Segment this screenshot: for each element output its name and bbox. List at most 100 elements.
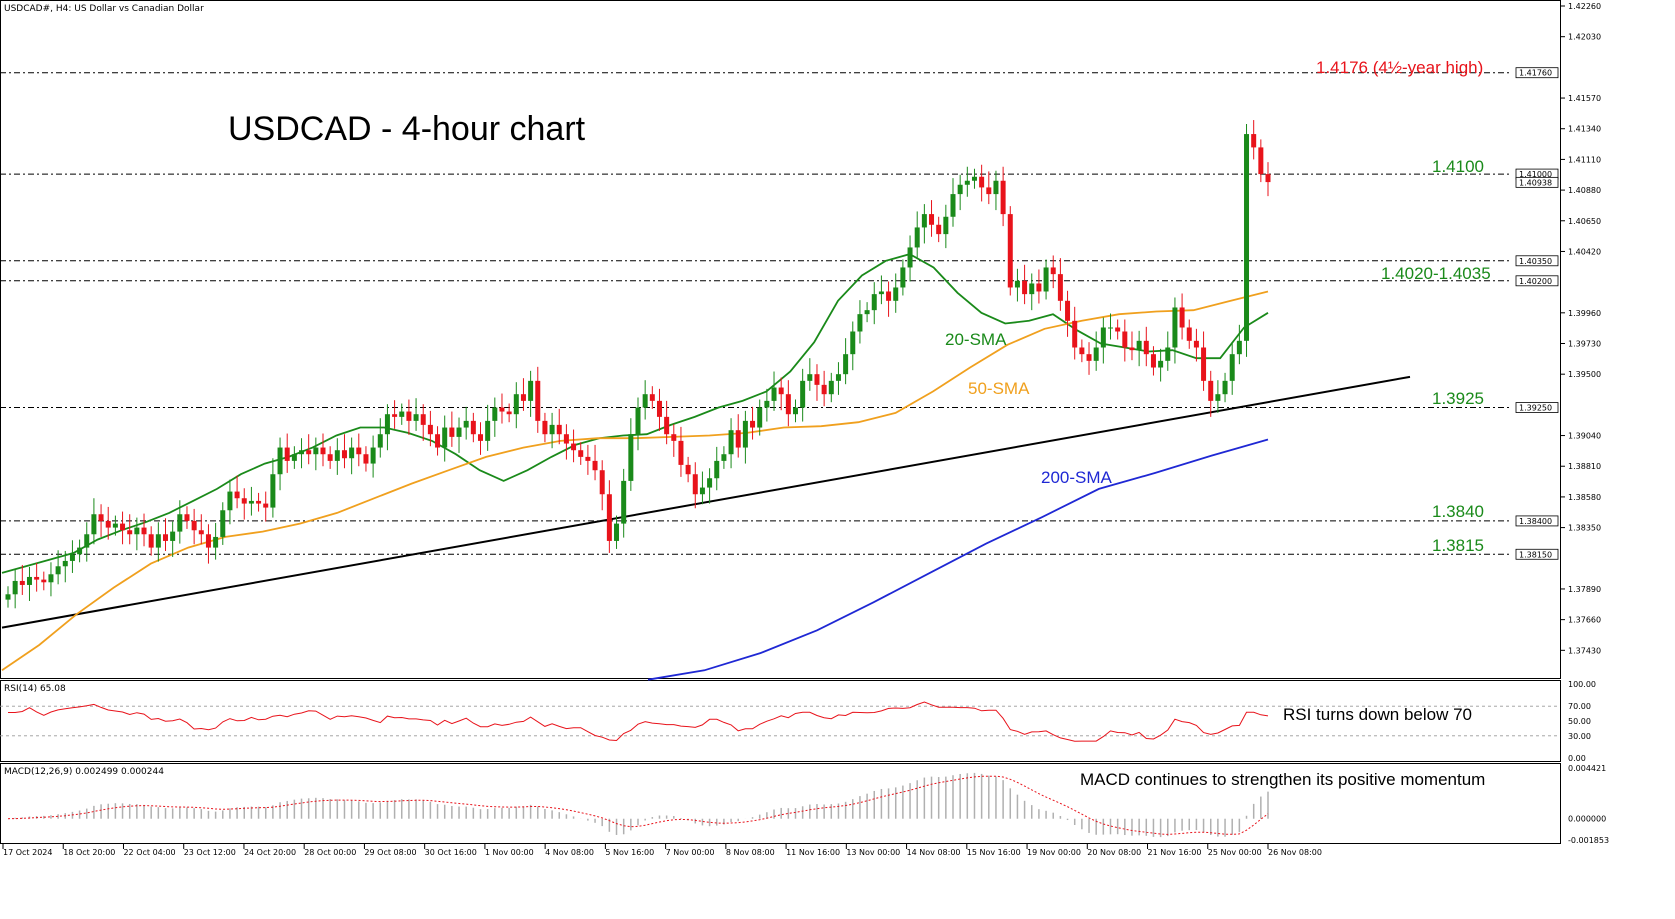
rsi-tick-label: 30.00 [1568,732,1591,741]
rsi-tick-label: 0.00 [1568,754,1586,763]
y-tick-label: 1.39960 [1568,309,1601,318]
candle-body [578,450,584,457]
candle-body [1100,327,1106,348]
candle-body [843,354,849,375]
candle-body [1007,214,1013,288]
candle-body [227,491,233,511]
candle-body [1186,327,1192,341]
candle-body [771,387,777,401]
candle-body [807,374,813,381]
candle-body [721,454,727,461]
x-tick-label: 29 Oct 08:00 [364,848,416,857]
x-tick-label: 18 Oct 20:00 [63,848,115,857]
candle-body [528,380,534,401]
y-tick-label: 1.41570 [1568,94,1601,103]
candle-body [77,547,83,555]
rsi-annotation: RSI turns down below 70 [1283,705,1472,724]
candle-body [742,420,748,448]
candle-body [377,434,383,448]
candle-body [492,407,498,421]
candle-body [1086,354,1092,361]
candle-body [1022,280,1028,295]
candle-body [256,500,262,504]
candlesticks [5,120,1271,609]
candle-body [814,374,820,385]
candle-body [320,447,326,455]
x-tick-label: 17 Oct 2024 [3,848,52,857]
price-tag-label: 1.39250 [1519,404,1552,413]
symbol-header: USDCAD#, H4: US Dollar vs Canadian Dolla… [4,4,204,14]
candle-body [1150,354,1156,368]
candle-body [1079,347,1085,355]
price-tag-box [1515,402,1559,413]
candle-body [993,180,999,195]
candle-body [678,440,684,465]
x-tick-label: 1 Nov 00:00 [485,848,534,857]
candle-body [1179,307,1185,328]
candle-body [950,194,956,217]
candle-body [392,414,398,417]
candle-body [463,420,469,428]
candle-body [1158,360,1164,368]
candle-body [1065,300,1071,321]
candle-body [1129,347,1135,351]
candle-body [1072,320,1078,348]
candle-body [785,394,791,415]
candle-body [1115,327,1121,332]
candle-body [1222,380,1228,395]
y-tick-label: 1.40880 [1568,186,1601,195]
candle-body [299,450,305,455]
candle-body [750,420,756,428]
level-label: 1.4020-1.4035 [1381,264,1491,283]
candle-body [155,534,161,548]
level-label: 1.3815 [1432,536,1484,555]
candle-body [592,460,598,471]
candle-body [1014,280,1020,288]
candle-body [1251,134,1257,148]
y-tick-label: 1.38350 [1568,524,1601,533]
candle-body [664,416,670,435]
y-tick-label: 1.41110 [1568,155,1601,164]
candle-body [1043,267,1049,292]
candle-body [499,407,505,412]
candle-body [599,470,605,495]
support-trendline [1,375,1411,629]
candle-body [649,394,655,401]
candle-body [506,411,512,415]
y-tick-label: 1.39500 [1568,370,1601,379]
candle-body [707,478,713,488]
candle-body [148,534,154,548]
price-tag-label: 1.41000 [1519,170,1552,179]
candle-body [213,536,219,548]
candle-body [979,176,985,188]
candle-body [621,480,627,524]
candle-body [334,450,340,461]
candle-body [850,331,856,355]
candle-body [943,216,949,235]
candle-body [1000,180,1006,215]
candle-body [714,460,720,479]
candle-body [635,407,641,435]
candle-body [435,434,441,448]
candle-body [936,224,942,235]
candle-body [12,580,18,595]
y-tick-label: 1.37660 [1568,616,1601,625]
candle-body [971,176,977,181]
candle-body [313,447,319,455]
candle-body [270,474,276,508]
candle-body [134,527,140,535]
candle-body [921,214,927,228]
chart-title: USDCAD - 4-hour chart [228,110,586,148]
x-tick-label: 11 Nov 16:00 [786,848,840,857]
price-tag-box [1515,255,1559,267]
candle-body [55,566,61,575]
price-tag-label: 1.38400 [1519,517,1552,526]
price-tag-box [1515,515,1559,527]
x-tick-label: 15 Nov 16:00 [967,848,1021,857]
candle-body [69,554,75,561]
y-tick-label: 1.40650 [1568,217,1601,226]
candle-body [957,184,963,195]
x-tick-label: 21 Nov 16:00 [1148,848,1202,857]
candle-body [878,291,884,295]
